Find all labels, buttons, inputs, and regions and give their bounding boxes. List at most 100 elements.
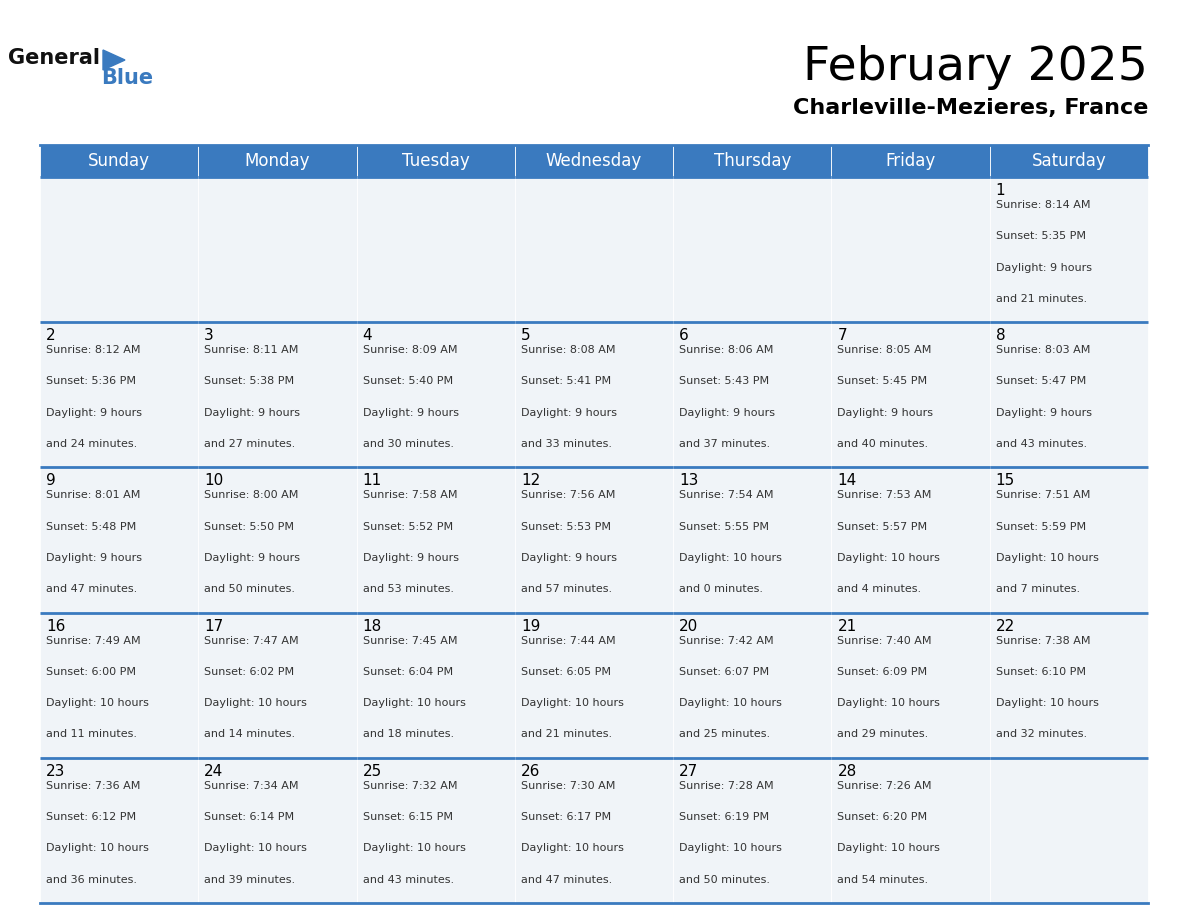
Text: Thursday: Thursday [714, 152, 791, 170]
Text: and 43 minutes.: and 43 minutes. [996, 439, 1087, 449]
Bar [356, 177, 514, 322]
Text: Sunrise: 8:12 AM: Sunrise: 8:12 AM [46, 345, 140, 355]
Text: Daylight: 10 hours: Daylight: 10 hours [46, 699, 148, 708]
Bar [198, 145, 356, 177]
Bar [990, 757, 1148, 903]
Bar [356, 612, 514, 757]
Text: Daylight: 9 hours: Daylight: 9 hours [520, 553, 617, 563]
Text: Sunrise: 7:54 AM: Sunrise: 7:54 AM [680, 490, 773, 500]
Text: Daylight: 10 hours: Daylight: 10 hours [362, 699, 466, 708]
Bar [514, 322, 674, 467]
Text: Sunset: 6:19 PM: Sunset: 6:19 PM [680, 812, 770, 823]
Text: 21: 21 [838, 619, 857, 633]
Text: 17: 17 [204, 619, 223, 633]
Text: 1: 1 [996, 183, 1005, 198]
Text: Daylight: 10 hours: Daylight: 10 hours [680, 699, 782, 708]
Bar [198, 322, 356, 467]
Text: Sunrise: 7:30 AM: Sunrise: 7:30 AM [520, 781, 615, 790]
Bar [40, 322, 198, 467]
Text: and 33 minutes.: and 33 minutes. [520, 439, 612, 449]
Text: Sunset: 5:52 PM: Sunset: 5:52 PM [362, 521, 453, 532]
Bar [198, 757, 356, 903]
Text: Sunset: 5:35 PM: Sunset: 5:35 PM [996, 231, 1086, 241]
Text: Sunrise: 8:09 AM: Sunrise: 8:09 AM [362, 345, 457, 355]
Text: Daylight: 10 hours: Daylight: 10 hours [838, 553, 941, 563]
Text: 2: 2 [46, 329, 56, 343]
Text: Charleville-Mezieres, France: Charleville-Mezieres, France [792, 98, 1148, 118]
Bar [514, 757, 674, 903]
Text: Daylight: 10 hours: Daylight: 10 hours [204, 699, 308, 708]
Text: Daylight: 10 hours: Daylight: 10 hours [838, 844, 941, 854]
Bar [40, 467, 198, 612]
Text: Daylight: 10 hours: Daylight: 10 hours [996, 699, 1099, 708]
Text: Sunrise: 7:28 AM: Sunrise: 7:28 AM [680, 781, 773, 790]
Text: and 7 minutes.: and 7 minutes. [996, 584, 1080, 594]
Text: Daylight: 9 hours: Daylight: 9 hours [46, 408, 143, 418]
Bar [990, 467, 1148, 612]
Bar [198, 612, 356, 757]
Bar [674, 145, 832, 177]
Text: Sunrise: 7:42 AM: Sunrise: 7:42 AM [680, 635, 773, 645]
Text: and 21 minutes.: and 21 minutes. [996, 294, 1087, 304]
Text: 24: 24 [204, 764, 223, 778]
Text: Sunset: 6:17 PM: Sunset: 6:17 PM [520, 812, 611, 823]
Text: and 14 minutes.: and 14 minutes. [204, 730, 296, 740]
Text: Wednesday: Wednesday [545, 152, 643, 170]
Text: and 47 minutes.: and 47 minutes. [46, 584, 138, 594]
Bar [514, 612, 674, 757]
Bar [40, 145, 198, 177]
Text: Sunrise: 8:08 AM: Sunrise: 8:08 AM [520, 345, 615, 355]
Bar [514, 145, 674, 177]
Text: Daylight: 10 hours: Daylight: 10 hours [204, 844, 308, 854]
Text: 8: 8 [996, 329, 1005, 343]
Text: Sunrise: 7:26 AM: Sunrise: 7:26 AM [838, 781, 931, 790]
Text: 12: 12 [520, 474, 541, 488]
Text: Daylight: 9 hours: Daylight: 9 hours [46, 553, 143, 563]
Text: Daylight: 10 hours: Daylight: 10 hours [46, 844, 148, 854]
Text: Daylight: 10 hours: Daylight: 10 hours [996, 553, 1099, 563]
Text: Sunset: 5:45 PM: Sunset: 5:45 PM [838, 376, 928, 386]
Text: 14: 14 [838, 474, 857, 488]
Bar [356, 145, 514, 177]
Bar [514, 177, 674, 322]
Text: 7: 7 [838, 329, 847, 343]
Text: Daylight: 9 hours: Daylight: 9 hours [204, 408, 301, 418]
Text: 25: 25 [362, 764, 381, 778]
Bar [198, 467, 356, 612]
Text: 20: 20 [680, 619, 699, 633]
Text: and 53 minutes.: and 53 minutes. [362, 584, 454, 594]
Text: Daylight: 9 hours: Daylight: 9 hours [838, 408, 934, 418]
Text: and 27 minutes.: and 27 minutes. [204, 439, 296, 449]
Text: and 4 minutes.: and 4 minutes. [838, 584, 922, 594]
Bar [674, 177, 832, 322]
Text: Sunset: 6:07 PM: Sunset: 6:07 PM [680, 666, 770, 677]
Text: 5: 5 [520, 329, 531, 343]
Text: Daylight: 10 hours: Daylight: 10 hours [520, 699, 624, 708]
Text: Daylight: 9 hours: Daylight: 9 hours [996, 263, 1092, 273]
Bar [832, 177, 990, 322]
Text: and 54 minutes.: and 54 minutes. [838, 875, 929, 885]
Bar [832, 467, 990, 612]
Text: Sunset: 5:55 PM: Sunset: 5:55 PM [680, 521, 769, 532]
Text: 3: 3 [204, 329, 214, 343]
Bar [990, 612, 1148, 757]
Bar [832, 322, 990, 467]
Text: Sunset: 6:05 PM: Sunset: 6:05 PM [520, 666, 611, 677]
Polygon shape [103, 50, 125, 70]
Text: and 47 minutes.: and 47 minutes. [520, 875, 612, 885]
Text: 9: 9 [46, 474, 56, 488]
Text: Daylight: 9 hours: Daylight: 9 hours [996, 408, 1092, 418]
Bar [40, 757, 198, 903]
Bar [832, 145, 990, 177]
Text: 15: 15 [996, 474, 1015, 488]
Text: 18: 18 [362, 619, 381, 633]
Text: Sunrise: 8:01 AM: Sunrise: 8:01 AM [46, 490, 140, 500]
Text: Daylight: 9 hours: Daylight: 9 hours [680, 408, 775, 418]
Text: and 50 minutes.: and 50 minutes. [204, 584, 296, 594]
Text: Sunset: 5:38 PM: Sunset: 5:38 PM [204, 376, 295, 386]
Text: February 2025: February 2025 [803, 46, 1148, 91]
Text: and 25 minutes.: and 25 minutes. [680, 730, 770, 740]
Text: and 40 minutes.: and 40 minutes. [838, 439, 929, 449]
Text: 26: 26 [520, 764, 541, 778]
Bar [198, 177, 356, 322]
